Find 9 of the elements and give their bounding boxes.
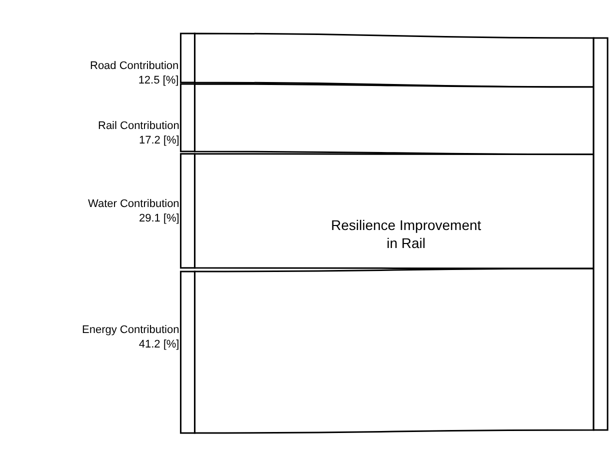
category-label: Water Contribution [88, 198, 180, 210]
category-label: Road Contribution [90, 60, 179, 72]
data-label: 17.2 [%] [138, 134, 180, 146]
data-label: 12.5 [%] [138, 74, 179, 86]
category-label: Rail Contribution [98, 120, 180, 132]
data-label: 29.1 [%] [138, 212, 180, 224]
category-label: Energy Contribution [82, 324, 180, 336]
data-label: 41.2 [%] [138, 338, 180, 350]
text: Resilience Improvement in Rail [331, 217, 482, 252]
